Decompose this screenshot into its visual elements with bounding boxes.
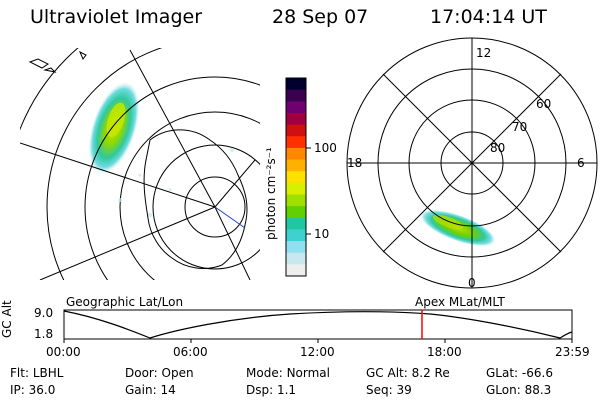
colorbar-segment <box>286 124 306 137</box>
polar-panel-caption: Apex MLat/MLT <box>415 295 505 309</box>
time-label: 17:04:14 UT <box>430 6 547 28</box>
colorbar <box>286 78 306 277</box>
colorbar-segment <box>286 264 306 277</box>
info-mode: Mode: Normal <box>246 366 330 380</box>
info-seq: Seq: 39 <box>366 383 412 397</box>
altitude-curve <box>63 310 573 339</box>
mlt-label-6: 6 <box>577 156 585 170</box>
colorbar-segment <box>286 229 306 242</box>
geo-direction-line <box>214 206 246 229</box>
colorbar-segment <box>286 241 306 254</box>
date-label: 28 Sep 07 <box>272 6 369 28</box>
colorbar-segment <box>286 112 306 126</box>
mlt-label-0: 0 <box>468 276 476 290</box>
colorbar-unit-label: photon cm⁻²s⁻¹ <box>264 147 278 240</box>
coastline-antarctica <box>143 129 248 269</box>
colorbar-frame <box>285 77 307 277</box>
colorbar-tick-100: 100 <box>314 141 337 155</box>
mlat-label-60: 60 <box>536 97 552 111</box>
info-ip: IP: 36.0 <box>10 383 56 397</box>
timeline-xtick: 00:00 <box>46 345 81 359</box>
geo-latitude-circles <box>20 48 260 280</box>
colorbar-segment <box>286 171 306 184</box>
mlat-label-80: 80 <box>490 141 506 155</box>
colorbar-segment <box>286 194 306 207</box>
colorbar-segment <box>286 252 306 265</box>
instrument-title: Ultraviolet Imager <box>30 6 203 28</box>
colorbar-segment <box>286 101 306 114</box>
info-dsp: Dsp: 1.1 <box>246 383 297 397</box>
geo-panel-caption: Geographic Lat/Lon <box>66 295 184 309</box>
geographic-map-panel <box>20 48 260 280</box>
colorbar-segment <box>286 147 306 161</box>
colorbar-tick-10: 10 <box>314 227 330 241</box>
polar-grid <box>346 37 598 289</box>
colorbar-segment <box>286 159 306 172</box>
timeline-xtick: 18:00 <box>427 345 462 359</box>
timeline-ytick-bottom: 1.8 <box>34 327 54 341</box>
timeline-ylabel: GC Alt <box>0 300 14 338</box>
colorbar-segment <box>286 182 306 195</box>
colorbar-segment <box>286 136 306 149</box>
colorbar-segment <box>286 89 306 102</box>
info-door: Door: Open <box>125 366 194 380</box>
timeline-xtick: 23:59 <box>555 345 590 359</box>
timeline-xtick: 06:00 <box>173 345 208 359</box>
info-glat: GLat: -66.6 <box>486 366 553 380</box>
altitude-timeline <box>63 309 573 343</box>
info-gc-alt: GC Alt: 8.2 Re <box>366 366 450 380</box>
info-gain: Gain: 14 <box>125 383 176 397</box>
coastline-fragments <box>28 50 87 73</box>
mlat-label-70: 70 <box>512 120 528 134</box>
colorbar-segment <box>286 217 306 230</box>
info-glon: GLon: 88.3 <box>486 383 552 397</box>
colorbar-segment <box>286 78 306 91</box>
timeline-xtick: 12:00 <box>300 345 335 359</box>
polar-mlt-panel <box>346 37 598 289</box>
info-flt: Flt: LBHL <box>10 366 64 380</box>
mlt-label-12: 12 <box>476 46 492 60</box>
timeline-ytick-top: 9.0 <box>34 306 54 320</box>
mlt-label-18: 18 <box>347 156 363 170</box>
geo-meridians <box>20 49 256 280</box>
colorbar-segment <box>286 206 306 219</box>
